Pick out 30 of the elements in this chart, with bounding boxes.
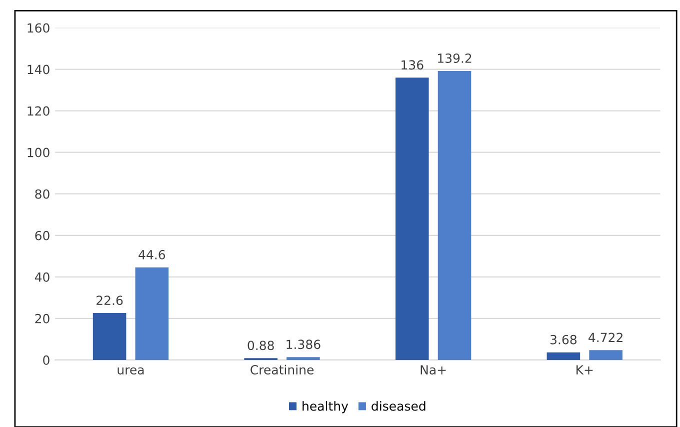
y-tick-label: 160 — [28, 23, 50, 33]
bar — [286, 357, 320, 360]
x-tick-label: Na+ — [420, 365, 446, 374]
bar — [438, 70, 472, 360]
y-tick-label: 100 — [28, 148, 50, 158]
x-tick-label: K+ — [576, 365, 593, 374]
data-label: 22.6 — [96, 296, 123, 306]
bar — [92, 313, 126, 360]
data-label: 136 — [402, 60, 424, 70]
legend-label: diseased — [372, 401, 426, 411]
y-tick-label: 140 — [28, 64, 50, 74]
y-tick-label: 0 — [43, 355, 50, 365]
x-tick-label: urea — [118, 367, 144, 374]
y-tick-label: 40 — [34, 272, 50, 282]
bar — [396, 78, 429, 360]
y-tick-label: 60 — [35, 230, 50, 240]
bar — [135, 267, 169, 360]
legend-label: healthy — [302, 401, 348, 414]
data-label: 3.68 — [550, 334, 577, 344]
data-label: 1.386 — [286, 340, 320, 350]
y-tick-label: 20 — [35, 314, 50, 324]
y-tick-label: 120 — [28, 106, 50, 116]
x-tick-label: Creatinine — [250, 364, 314, 374]
bar — [546, 352, 580, 360]
data-label: 139.2 — [438, 54, 472, 63]
data-label: 4.722 — [588, 332, 622, 342]
bar — [589, 350, 622, 360]
data-label: 44.6 — [138, 250, 166, 260]
y-tick-label: 80 — [35, 189, 50, 199]
data-label: 0.88 — [248, 340, 274, 350]
